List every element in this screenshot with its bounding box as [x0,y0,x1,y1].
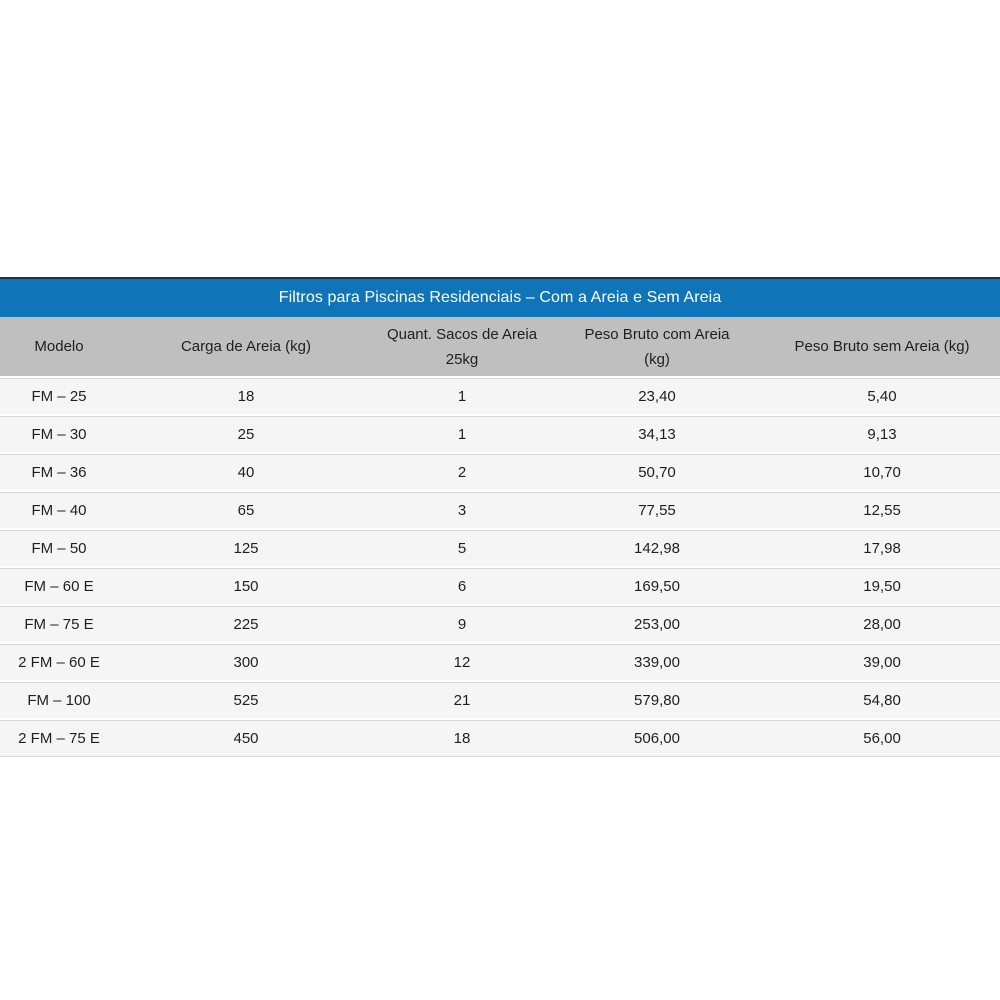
cell-carga-de-areia: 25 [118,416,374,454]
column-header-line: Quant. Sacos de Areia [386,325,538,343]
cell-modelo: FM – 30 [0,416,118,454]
cell-quant-sacos-de-areia: 5 [374,530,550,568]
cell-peso-bruto-sem-areia: 39,00 [764,644,1000,682]
column-header-line: Modelo [34,338,84,355]
table-row: FM – 25 18 1 23,40 5,40 [0,378,1000,416]
column-header-line: Carga de Areia (kg) [180,338,312,355]
cell-peso-bruto-sem-areia: 28,00 [764,606,1000,644]
cell-quant-sacos-de-areia: 21 [374,682,550,720]
cell-modelo: FM – 36 [0,454,118,492]
table-row: 2 FM – 75 E 450 18 506,00 56,00 [0,720,1000,757]
cell-peso-bruto-sem-areia: 19,50 [764,568,1000,606]
cell-carga-de-areia: 65 [118,492,374,530]
cell-carga-de-areia: 125 [118,530,374,568]
cell-peso-bruto-com-areia: 506,00 [550,720,764,757]
cell-carga-de-areia: 150 [118,568,374,606]
cell-peso-bruto-com-areia: 34,13 [550,416,764,454]
page: Filtros para Piscinas Residenciais – Com… [0,277,1000,1000]
column-header-carga-de-areia: Carga de Areia (kg) [118,317,374,378]
column-header-quant-sacos-de-areia: Quant. Sacos de Areia 25kg [374,317,550,378]
cell-quant-sacos-de-areia: 1 [374,416,550,454]
cell-peso-bruto-sem-areia: 12,55 [764,492,1000,530]
cell-peso-bruto-sem-areia: 9,13 [764,416,1000,454]
column-header-line: 25kg [445,350,479,368]
cell-modelo: FM – 25 [0,378,118,416]
column-header-line: Peso Bruto sem Areia (kg) [794,338,970,355]
cell-peso-bruto-sem-areia: 5,40 [764,378,1000,416]
cell-peso-bruto-com-areia: 50,70 [550,454,764,492]
table-title: Filtros para Piscinas Residenciais – Com… [0,279,1000,317]
table-body: FM – 25 18 1 23,40 5,40 FM – 30 25 1 34,13 9,13 FM… [0,378,1000,757]
table-row: FM – 60 E 150 6 169,50 19,50 [0,568,1000,606]
cell-peso-bruto-com-areia: 142,98 [550,530,764,568]
cell-quant-sacos-de-areia: 1 [374,378,550,416]
table-row: 2 FM – 60 E 300 12 339,00 39,00 [0,644,1000,682]
cell-modelo: FM – 40 [0,492,118,530]
table-row: FM – 36 40 2 50,70 10,70 [0,454,1000,492]
table-title-row: Filtros para Piscinas Residenciais – Com… [0,279,1000,317]
cell-peso-bruto-sem-areia: 17,98 [764,530,1000,568]
cell-quant-sacos-de-areia: 9 [374,606,550,644]
cell-modelo: FM – 75 E [0,606,118,644]
cell-quant-sacos-de-areia: 6 [374,568,550,606]
cell-quant-sacos-de-areia: 18 [374,720,550,757]
cell-peso-bruto-com-areia: 77,55 [550,492,764,530]
column-header-line: Peso Bruto com Areia [584,325,730,343]
cell-modelo: FM – 60 E [0,568,118,606]
cell-quant-sacos-de-areia: 2 [374,454,550,492]
cell-carga-de-areia: 300 [118,644,374,682]
table-row: FM – 50 125 5 142,98 17,98 [0,530,1000,568]
table-row: FM – 75 E 225 9 253,00 28,00 [0,606,1000,644]
cell-modelo: 2 FM – 60 E [0,644,118,682]
cell-peso-bruto-com-areia: 579,80 [550,682,764,720]
cell-modelo: FM – 50 [0,530,118,568]
cell-peso-bruto-sem-areia: 10,70 [764,454,1000,492]
cell-peso-bruto-sem-areia: 56,00 [764,720,1000,757]
table-row: FM – 40 65 3 77,55 12,55 [0,492,1000,530]
cell-peso-bruto-com-areia: 169,50 [550,568,764,606]
cell-carga-de-areia: 450 [118,720,374,757]
column-header-modelo: Modelo [0,317,118,378]
table-row: FM – 100 525 21 579,80 54,80 [0,682,1000,720]
table-row: FM – 30 25 1 34,13 9,13 [0,416,1000,454]
cell-carga-de-areia: 225 [118,606,374,644]
cell-peso-bruto-com-areia: 23,40 [550,378,764,416]
cell-peso-bruto-com-areia: 339,00 [550,644,764,682]
cell-carga-de-areia: 18 [118,378,374,416]
column-header-line: (kg) [644,350,670,368]
cell-carga-de-areia: 40 [118,454,374,492]
table-header-row: Modelo Carga de Areia (kg) Quant. Sacos de… [0,317,1000,378]
column-header-peso-bruto-sem-areia: Peso Bruto sem Areia (kg) [764,317,1000,378]
filters-table: Filtros para Piscinas Residenciais – Com… [0,277,1000,757]
cell-peso-bruto-sem-areia: 54,80 [764,682,1000,720]
cell-quant-sacos-de-areia: 12 [374,644,550,682]
cell-peso-bruto-com-areia: 253,00 [550,606,764,644]
column-header-peso-bruto-com-areia: Peso Bruto com Areia (kg) [550,317,764,378]
cell-modelo: FM – 100 [0,682,118,720]
cell-carga-de-areia: 525 [118,682,374,720]
cell-quant-sacos-de-areia: 3 [374,492,550,530]
cell-modelo: 2 FM – 75 E [0,720,118,757]
